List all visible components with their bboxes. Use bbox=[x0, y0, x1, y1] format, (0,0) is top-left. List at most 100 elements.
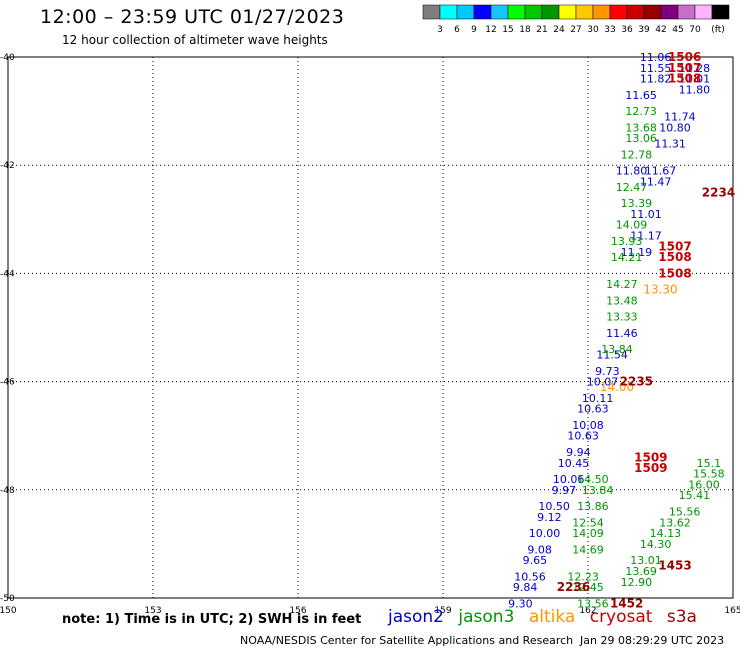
data-label-jason3: 12.23 bbox=[567, 570, 599, 583]
data-label-s3a: 1452 bbox=[610, 596, 643, 610]
data-label-jason3: 13.86 bbox=[577, 500, 609, 513]
data-label-jason3: 12.73 bbox=[625, 105, 657, 118]
y-tick-label: -42 bbox=[0, 161, 15, 171]
scale-unit: (ft) bbox=[711, 25, 725, 35]
data-label-jason3: 13.62 bbox=[659, 516, 691, 529]
footer-credit: NOAA/NESDIS Center for Satellite Applica… bbox=[240, 634, 574, 647]
x-tick-label: 159 bbox=[434, 606, 451, 616]
scale-label: 18 bbox=[519, 25, 531, 35]
data-label-jason3: 14.30 bbox=[640, 538, 672, 551]
data-label-jason2: 11.67 bbox=[645, 165, 677, 178]
data-label-jason2: 9.30 bbox=[508, 597, 533, 610]
data-label-cryosat: 1507 bbox=[668, 61, 701, 75]
data-label-cryosat: 1508 bbox=[668, 72, 701, 86]
data-label-jason2: 11.47 bbox=[640, 175, 672, 188]
y-tick-label: -46 bbox=[0, 378, 15, 388]
data-label-jason3: 12.78 bbox=[621, 148, 653, 161]
data-label-jason2: 11.80 bbox=[679, 83, 711, 96]
scale-label: 6 bbox=[454, 25, 460, 35]
data-label-jason2: 11.06 bbox=[640, 51, 672, 64]
data-label-cryosat: 1508 bbox=[658, 250, 691, 264]
scale-label: 3 bbox=[437, 25, 443, 35]
data-label-jason3: 13.33 bbox=[606, 311, 638, 324]
data-label-jason2: 10.11 bbox=[582, 392, 614, 405]
data-label-jason2: 10.06 bbox=[553, 473, 585, 486]
data-label-jason3: 13.84 bbox=[601, 343, 633, 356]
legend-jason2: jason2 bbox=[388, 607, 444, 627]
data-label-jason3: 13.06 bbox=[625, 132, 657, 145]
data-label-jason2: 11.55 bbox=[640, 62, 672, 75]
data-label-cryosat: 1509 bbox=[634, 450, 667, 464]
data-label-altika: 14.00 bbox=[600, 380, 634, 394]
data-label-cryosat: 1508 bbox=[658, 266, 691, 280]
data-label-jason2: 10.00 bbox=[529, 527, 561, 540]
scale-label: 42 bbox=[655, 25, 666, 35]
scale-label: 36 bbox=[621, 25, 633, 35]
data-label-jason3: 13.68 bbox=[625, 121, 657, 134]
data-label-jason2: 11.54 bbox=[596, 349, 628, 362]
data-label-jason2: 11.82 bbox=[640, 73, 672, 86]
data-label-s3a: 1453 bbox=[658, 559, 691, 573]
scale-label: 15 bbox=[502, 25, 513, 35]
data-label-jason2: 9.94 bbox=[566, 446, 591, 459]
data-label-jason3: 13.01 bbox=[630, 554, 662, 567]
data-label-jason3: 12.47 bbox=[616, 181, 648, 194]
data-label-jason3: 12.45 bbox=[572, 581, 604, 594]
data-label-jason2: 9.84 bbox=[513, 581, 538, 594]
scale-label: 30 bbox=[587, 25, 599, 35]
x-tick-label: 165 bbox=[724, 606, 740, 616]
color-scale-bar: 3 6 9 12 15 18 21 24 27 30 33 36 39 42 45 70 (ft) bbox=[422, 4, 730, 35]
data-label-jason2: 11.80 bbox=[616, 165, 648, 178]
data-label-jason2: 9.73 bbox=[595, 365, 620, 378]
data-label-jason2: 9.65 bbox=[523, 554, 548, 567]
data-label-jason2: 11.19 bbox=[621, 246, 653, 259]
data-label-jason2: 10.08 bbox=[572, 419, 604, 432]
legend-s3a: s3a bbox=[666, 607, 697, 627]
data-label-altika: 13.30 bbox=[643, 283, 677, 297]
data-label-jason2: 11.65 bbox=[625, 89, 657, 102]
x-tick-label: 153 bbox=[144, 606, 161, 616]
data-label-jason3: 12.54 bbox=[572, 516, 604, 529]
data-label-cryosat: 1506 bbox=[668, 50, 701, 64]
footnote: note: 1) Time is in UTC; 2) SWH is in fe… bbox=[62, 612, 362, 627]
data-label-jason3: 15.41 bbox=[679, 489, 711, 502]
data-label-jason2: 11.01 bbox=[630, 208, 662, 221]
data-label-jason3: 14.27 bbox=[606, 278, 638, 291]
y-tick-label: -48 bbox=[0, 486, 15, 496]
data-label-s3a: 2236 bbox=[557, 580, 590, 594]
scale-label: 33 bbox=[604, 25, 615, 35]
scale-swatch bbox=[711, 4, 730, 20]
data-label-jason2: 9.97 bbox=[552, 484, 577, 497]
data-label-jason3: 15.58 bbox=[693, 468, 725, 481]
data-label-jason3: 13.56 bbox=[577, 597, 609, 610]
data-label-jason2: 11.01 bbox=[679, 73, 711, 86]
scale-label: 12 bbox=[485, 25, 496, 35]
data-label-jason2: 10.07 bbox=[587, 376, 619, 389]
data-label-jason2: 10.63 bbox=[577, 403, 609, 416]
data-label-jason3: 13.48 bbox=[606, 294, 638, 307]
scale-label: 21 bbox=[536, 25, 547, 35]
data-label-jason3: 16.00 bbox=[688, 478, 720, 491]
y-tick-label: -50 bbox=[0, 594, 15, 604]
scale-label: 39 bbox=[638, 25, 650, 35]
scale-label: 24 bbox=[553, 25, 565, 35]
data-label-jason3: 13.69 bbox=[625, 565, 657, 578]
data-label-jason2: 10.63 bbox=[567, 430, 599, 443]
data-label-jason2: 11.31 bbox=[654, 138, 686, 151]
data-label-jason3: 13.84 bbox=[582, 484, 614, 497]
data-label-jason3: 13.93 bbox=[611, 235, 643, 248]
data-label-jason3: 14.21 bbox=[611, 251, 643, 264]
data-label-jason3: 15.1 bbox=[697, 457, 722, 470]
data-label-jason2: 10.56 bbox=[514, 570, 546, 583]
data-label-jason3: 13.39 bbox=[621, 197, 653, 210]
scale-label: 9 bbox=[471, 25, 477, 35]
data-label-s3a: 2234 bbox=[702, 185, 735, 199]
data-label-jason3: 14.09 bbox=[616, 219, 648, 232]
y-tick-label: -44 bbox=[0, 269, 15, 279]
data-label-jason2: 10.50 bbox=[538, 500, 570, 513]
data-label-jason2: 11.17 bbox=[630, 230, 662, 243]
data-label-jason3: 14.13 bbox=[650, 527, 682, 540]
legend-altika: altika bbox=[528, 607, 576, 627]
satellite-legend: jason2 jason3 altika cryosat s3a bbox=[388, 607, 706, 627]
